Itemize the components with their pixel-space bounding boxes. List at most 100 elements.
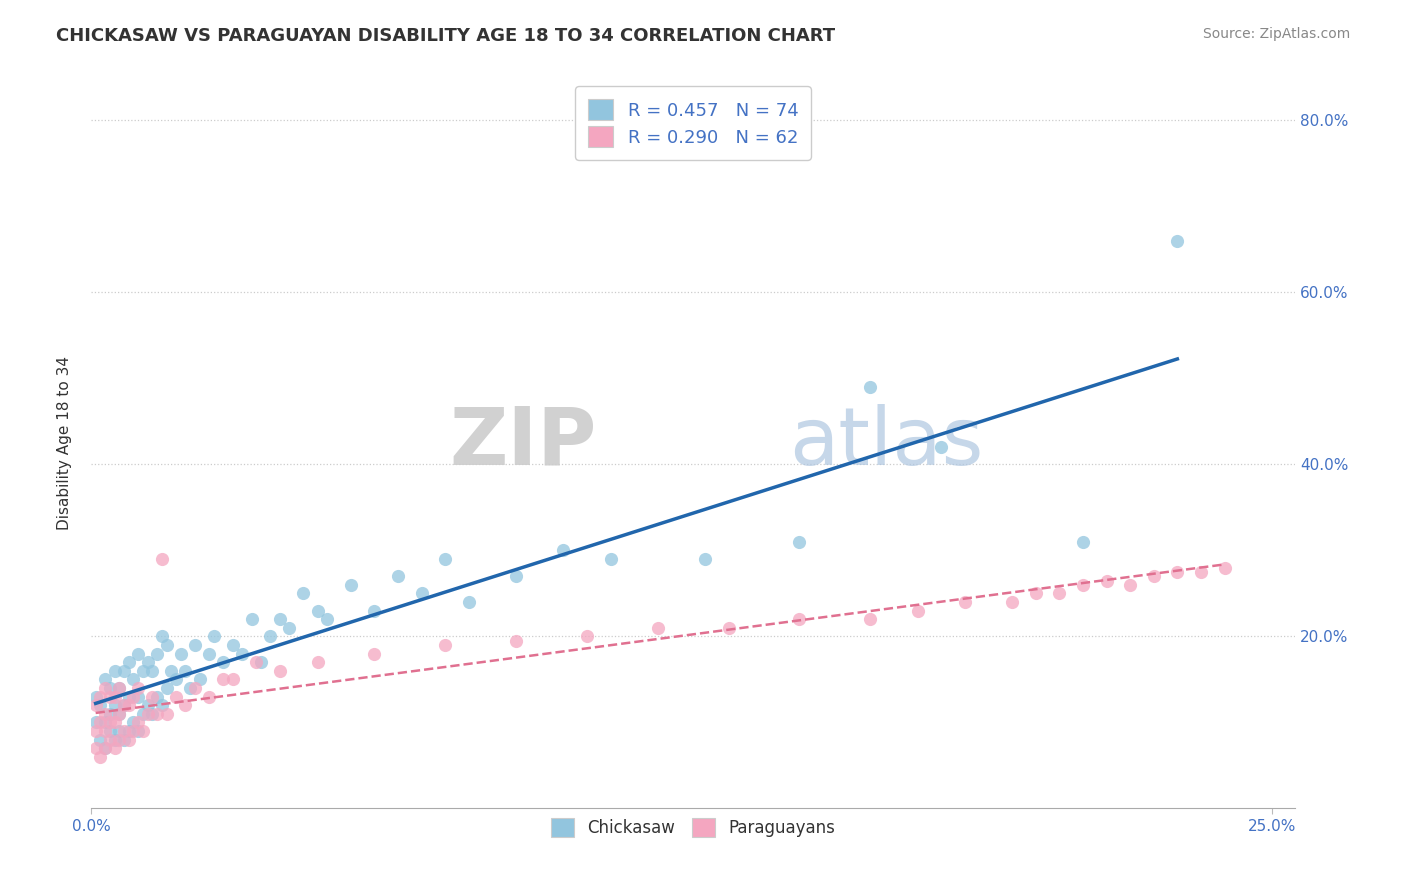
- Point: [94, 681, 117, 695]
- Point: [1189, 565, 1212, 579]
- Point: [122, 673, 145, 687]
- Point: [89, 732, 111, 747]
- Point: [94, 724, 117, 739]
- Point: [929, 440, 952, 454]
- Point: [907, 604, 929, 618]
- Point: [1213, 560, 1236, 574]
- Point: [98, 715, 121, 730]
- Point: [112, 732, 135, 747]
- Point: [155, 681, 177, 695]
- Point: [94, 741, 117, 756]
- Point: [184, 681, 207, 695]
- Point: [411, 586, 433, 600]
- Point: [89, 690, 111, 704]
- Point: [278, 621, 301, 635]
- Point: [599, 552, 621, 566]
- Point: [127, 690, 149, 704]
- Point: [103, 732, 125, 747]
- Point: [170, 647, 193, 661]
- Point: [103, 698, 125, 713]
- Point: [118, 690, 141, 704]
- Point: [363, 647, 385, 661]
- Point: [212, 655, 235, 669]
- Point: [112, 724, 135, 739]
- Point: [103, 741, 125, 756]
- Point: [84, 690, 107, 704]
- Point: [122, 724, 145, 739]
- Point: [240, 612, 263, 626]
- Point: [108, 732, 131, 747]
- Point: [221, 673, 243, 687]
- Point: [98, 706, 121, 721]
- Point: [98, 681, 121, 695]
- Point: [1025, 586, 1047, 600]
- Point: [1166, 234, 1188, 248]
- Point: [1166, 565, 1188, 579]
- Point: [118, 655, 141, 669]
- Point: [127, 681, 149, 695]
- Point: [103, 715, 125, 730]
- Point: [198, 647, 221, 661]
- Point: [108, 724, 131, 739]
- Point: [434, 638, 457, 652]
- Point: [112, 698, 135, 713]
- Point: [103, 664, 125, 678]
- Point: [132, 664, 155, 678]
- Text: CHICKASAW VS PARAGUAYAN DISABILITY AGE 18 TO 34 CORRELATION CHART: CHICKASAW VS PARAGUAYAN DISABILITY AGE 1…: [56, 27, 835, 45]
- Point: [259, 630, 281, 644]
- Point: [98, 690, 121, 704]
- Point: [505, 633, 527, 648]
- Point: [316, 612, 339, 626]
- Point: [122, 715, 145, 730]
- Point: [647, 621, 669, 635]
- Point: [98, 724, 121, 739]
- Point: [575, 630, 598, 644]
- Point: [127, 715, 149, 730]
- Point: [94, 715, 117, 730]
- Point: [505, 569, 527, 583]
- Point: [108, 706, 131, 721]
- Text: atlas: atlas: [790, 404, 984, 482]
- Legend: Chickasaw, Paraguayans: Chickasaw, Paraguayans: [544, 812, 842, 844]
- Point: [553, 543, 575, 558]
- Point: [165, 673, 187, 687]
- Point: [859, 612, 882, 626]
- Point: [250, 655, 273, 669]
- Point: [108, 681, 131, 695]
- Point: [165, 690, 187, 704]
- Point: [179, 681, 201, 695]
- Point: [146, 706, 169, 721]
- Point: [693, 552, 716, 566]
- Point: [859, 380, 882, 394]
- Point: [789, 534, 811, 549]
- Point: [89, 715, 111, 730]
- Point: [146, 647, 169, 661]
- Point: [127, 724, 149, 739]
- Point: [141, 706, 163, 721]
- Point: [717, 621, 740, 635]
- Text: ZIP: ZIP: [450, 404, 596, 482]
- Point: [141, 690, 163, 704]
- Point: [150, 630, 173, 644]
- Point: [136, 655, 159, 669]
- Point: [789, 612, 811, 626]
- Point: [112, 664, 135, 678]
- Point: [1143, 569, 1166, 583]
- Point: [118, 724, 141, 739]
- Point: [387, 569, 409, 583]
- Point: [184, 638, 207, 652]
- Point: [103, 690, 125, 704]
- Point: [84, 741, 107, 756]
- Point: [245, 655, 267, 669]
- Point: [98, 732, 121, 747]
- Point: [1071, 578, 1094, 592]
- Point: [160, 664, 183, 678]
- Point: [146, 690, 169, 704]
- Point: [198, 690, 221, 704]
- Point: [212, 673, 235, 687]
- Point: [141, 664, 163, 678]
- Point: [94, 673, 117, 687]
- Point: [457, 595, 479, 609]
- Text: Source: ZipAtlas.com: Source: ZipAtlas.com: [1202, 27, 1350, 41]
- Point: [221, 638, 243, 652]
